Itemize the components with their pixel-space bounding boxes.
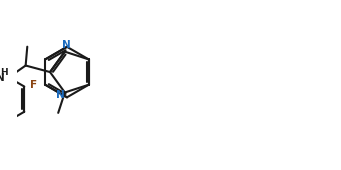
Text: N: N	[62, 40, 71, 50]
Text: F: F	[30, 80, 37, 90]
Text: H: H	[1, 68, 8, 77]
Text: N: N	[56, 90, 65, 100]
Text: N: N	[0, 73, 5, 83]
